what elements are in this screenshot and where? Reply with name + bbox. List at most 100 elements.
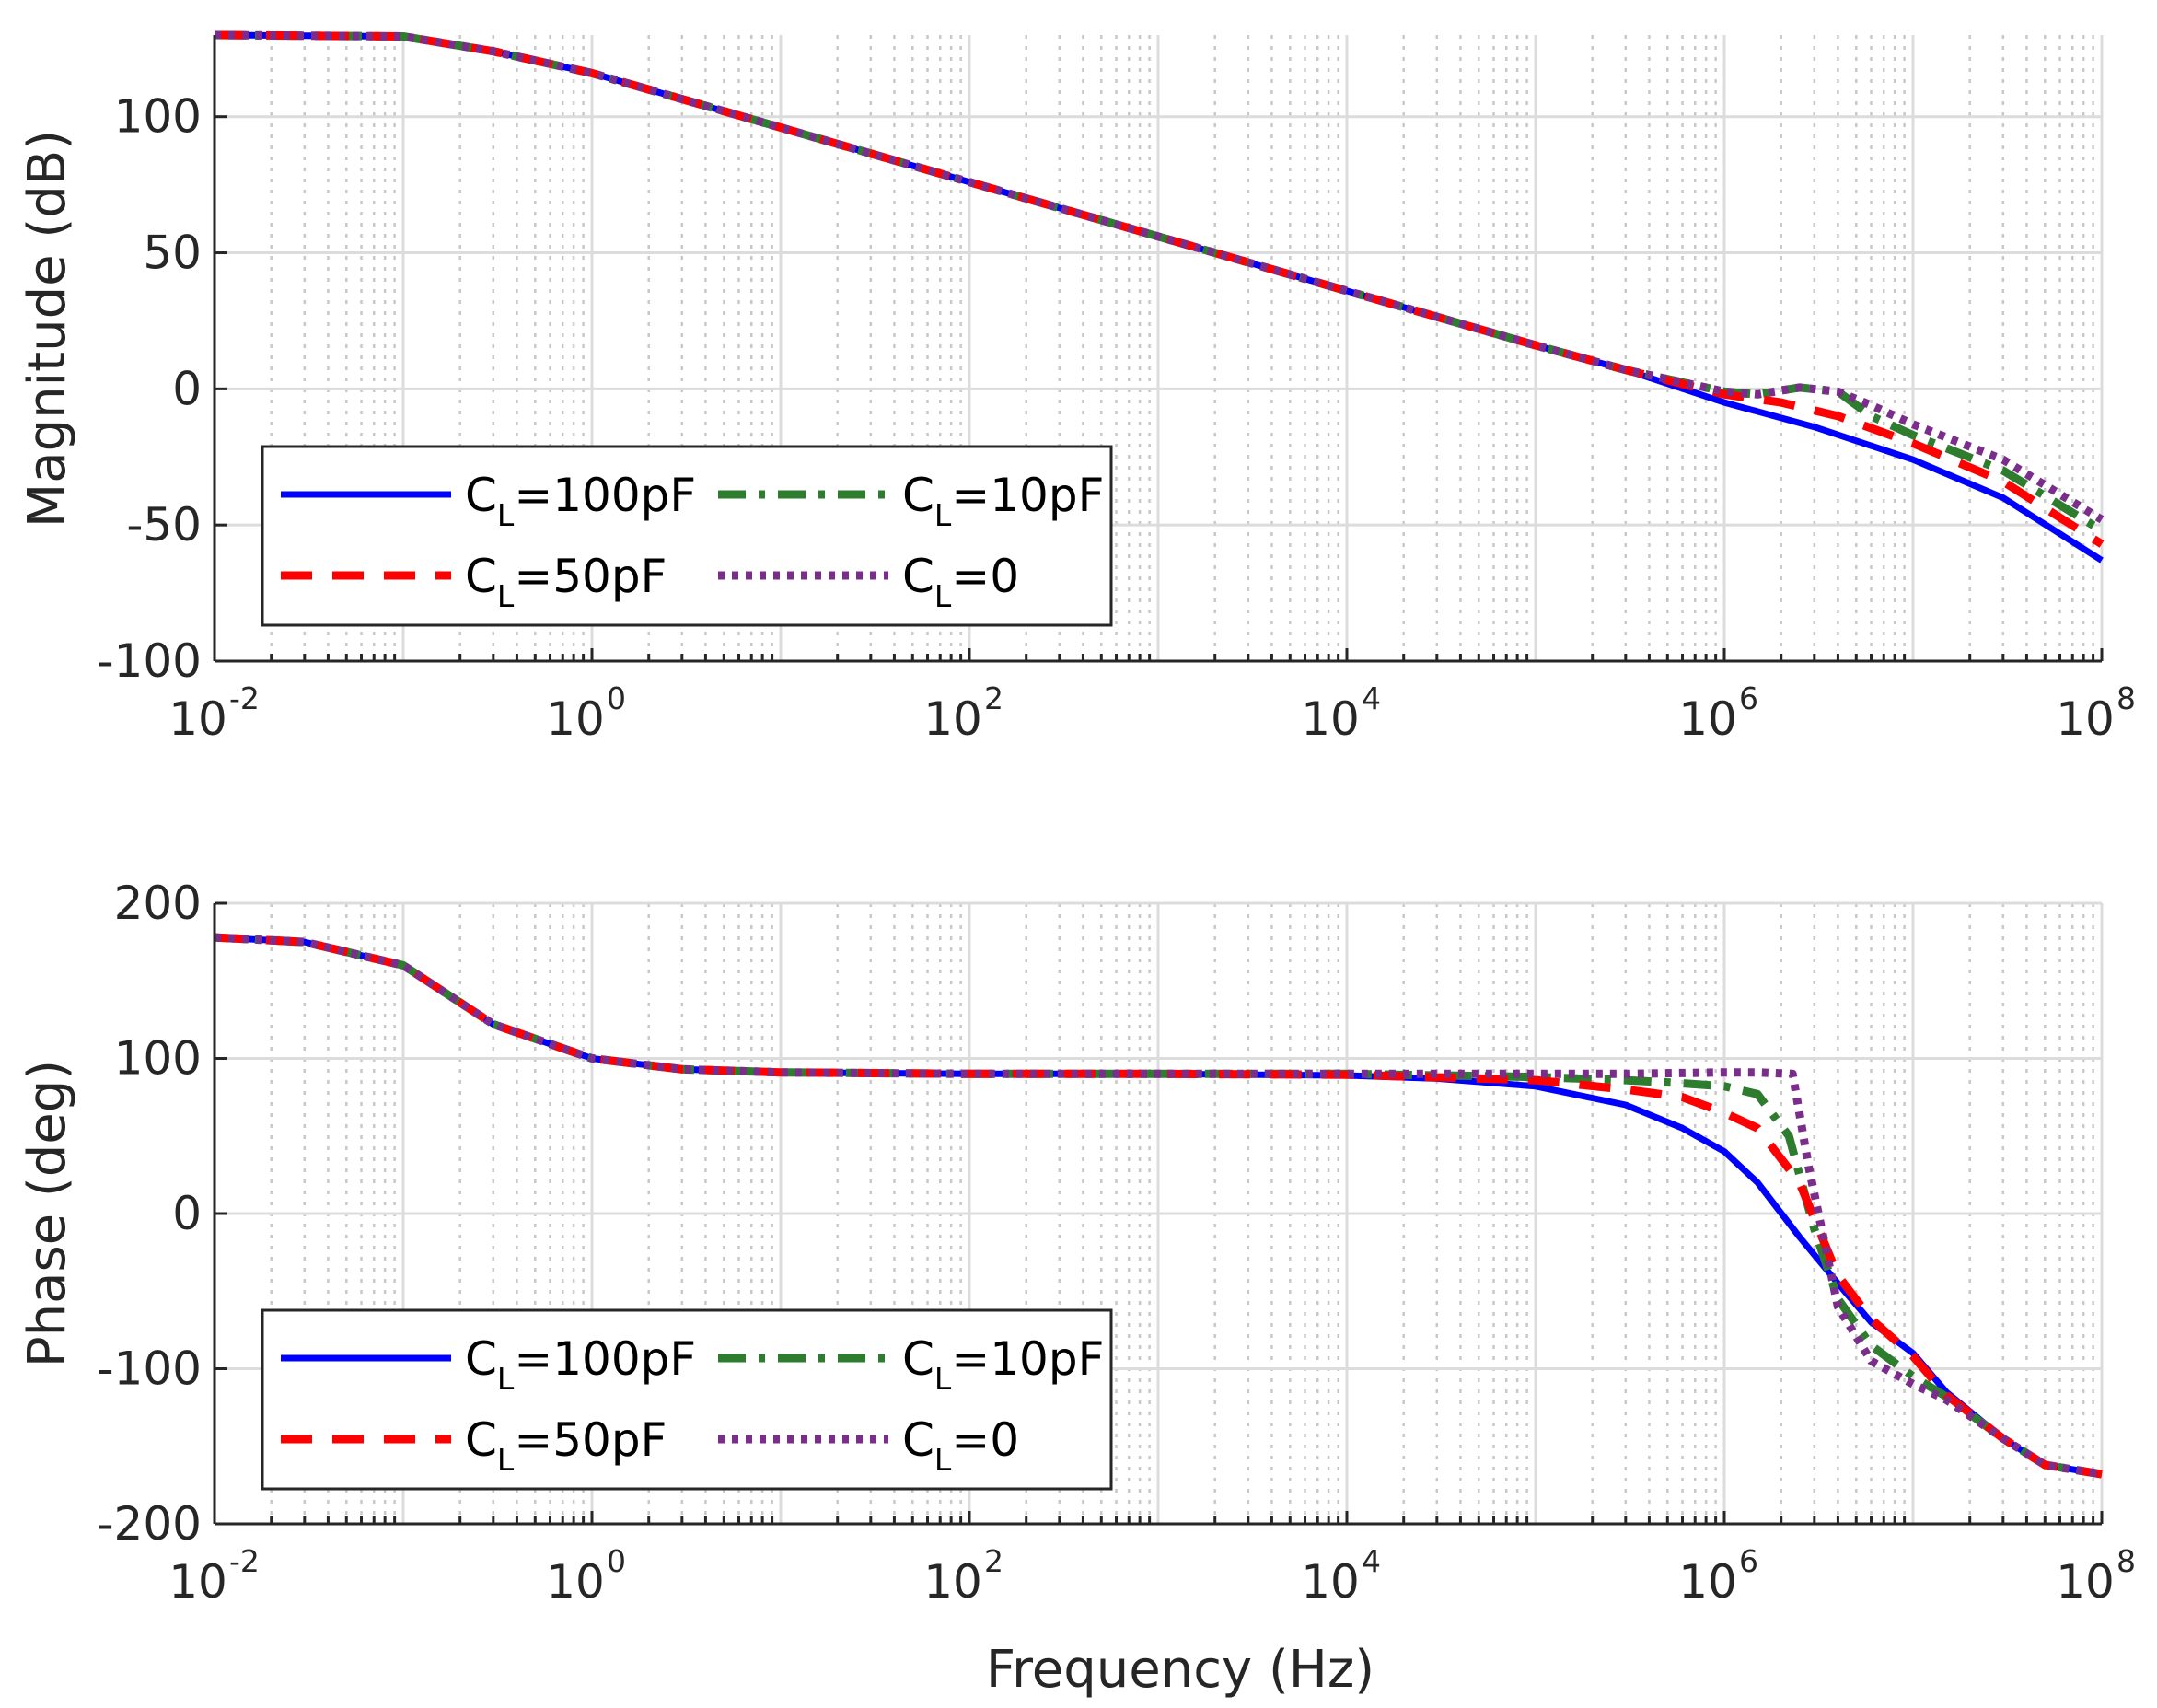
mag-x-tick-label: 10 0 [546, 680, 626, 746]
mag-x-tick-exponent: 0 [607, 680, 626, 716]
ph-y-tick-label: 200 [114, 877, 202, 930]
ph-legend-label-rest: =0 [951, 1413, 1019, 1467]
ph-x-tick-exponent: 0 [607, 1543, 626, 1579]
mag-legend-label-main: C [465, 550, 497, 603]
mag-x-tick-exponent: 8 [2116, 680, 2136, 716]
mag-legend-label-main: C [465, 469, 497, 522]
mag-x-tick-exponent: 4 [1362, 680, 1381, 716]
magnitude-series-group [214, 30, 2105, 564]
ph-legend-label-main: C [902, 1332, 934, 1386]
phase-series-group [214, 933, 2103, 1479]
magnitude-y-tick-labels: 100 50 0 -50 -100 [98, 90, 202, 688]
magnitude-y-axis-label: Magnitude (dB) [17, 130, 77, 528]
mag-legend-label-0: CL=100pF [465, 469, 696, 533]
phase-y-axis-label: Phase (deg) [17, 1060, 77, 1367]
mag-x-tick-base: 10 [546, 692, 605, 746]
ph-legend-label-3: CL=0 [902, 1413, 1019, 1478]
mag-legend-label-1: CL=10pF [902, 469, 1104, 533]
ph-legend-label-rest: =100pF [514, 1332, 696, 1386]
mag-x-tick-label: 10 8 [2056, 680, 2136, 746]
ph-legend-label-main: C [465, 1332, 497, 1386]
mag-x-tick-label: 10 -2 [168, 680, 260, 746]
ph-x-tick-exponent: 6 [1739, 1543, 1758, 1579]
mag-x-tick-exponent: -2 [229, 680, 260, 716]
ph-y-tick-label: -100 [98, 1342, 202, 1396]
mag-legend-label-rest: =50pF [514, 550, 667, 603]
ph-y-tick-label: 0 [172, 1187, 202, 1240]
phase-axes [213, 901, 2104, 1526]
ph-legend-label-main: C [902, 1413, 934, 1467]
ph-legend-label-sub: L [497, 1361, 515, 1397]
magnitude-legend-box [261, 445, 1113, 627]
ph-y-tick-label: -200 [98, 1497, 202, 1551]
ph-legend-label-rest: =50pF [514, 1413, 667, 1467]
magnitude-axes [213, 35, 2104, 663]
mag-series-line-2 [214, 30, 2105, 548]
mag-legend-label-rest: =10pF [951, 469, 1104, 522]
mag-legend-label-3: CL=0 [902, 550, 1019, 614]
ph-legend-label-sub: L [497, 1442, 515, 1478]
mag-x-tick-exponent: 2 [984, 680, 1003, 716]
ph-legend-label-sub: L [934, 1442, 952, 1478]
ph-x-tick-label: 10 6 [1678, 1543, 1758, 1609]
ph-x-tick-label: 10 -2 [168, 1543, 260, 1609]
ph-x-tick-exponent: 2 [984, 1543, 1003, 1579]
mag-y-tick-label: 100 [114, 90, 202, 144]
magnitude-x-tick-labels: 10 -2 10 0 10 2 10 4 10 6 10 8 [168, 680, 2136, 746]
ph-x-tick-base: 10 [546, 1555, 605, 1609]
ph-legend-label-0: CL=100pF [465, 1332, 696, 1397]
mag-legend-label-rest: =100pF [514, 469, 696, 522]
ph-x-tick-exponent: -2 [229, 1543, 260, 1579]
mag-x-tick-base: 10 [923, 692, 982, 746]
mag-legend-label-sub: L [934, 578, 952, 614]
ph-legend-label-rest: =10pF [951, 1332, 1104, 1386]
mag-y-tick-label: -50 [126, 498, 202, 552]
mag-x-tick-base: 10 [1678, 692, 1737, 746]
ph-legend-label-sub: L [934, 1361, 952, 1397]
mag-legend-label-main: C [902, 550, 934, 603]
mag-legend-label-sub: L [497, 578, 515, 614]
mag-x-tick-label: 10 2 [923, 680, 1003, 746]
mag-x-tick-base: 10 [2056, 692, 2115, 746]
ph-x-tick-base: 10 [168, 1555, 227, 1609]
mag-legend-label-2: CL=50pF [465, 550, 667, 614]
mag-y-tick-label: -100 [98, 634, 202, 688]
ph-x-tick-label: 10 0 [546, 1543, 626, 1609]
ph-series-line-3 [214, 933, 2103, 1479]
phase-x-tick-labels: 10 -2 10 0 10 2 10 4 10 6 10 8 [168, 1543, 2136, 1609]
mag-x-tick-label: 10 4 [1301, 680, 1381, 746]
x-axis-label: Frequency (Hz) [986, 1640, 1374, 1700]
phase-legend-box [261, 1308, 1113, 1491]
mag-series-line-3 [214, 30, 2105, 524]
ph-series-line-2 [214, 933, 2103, 1479]
ph-x-tick-exponent: 4 [1362, 1543, 1381, 1579]
ph-legend-label-1: CL=10pF [902, 1332, 1104, 1397]
ph-x-tick-label: 10 2 [923, 1543, 1003, 1609]
ph-y-tick-label: 100 [114, 1032, 202, 1086]
ph-legend-label-2: CL=50pF [465, 1413, 667, 1478]
mag-legend-label-sub: L [934, 497, 952, 533]
ph-x-tick-exponent: 8 [2116, 1543, 2136, 1579]
mag-legend-label-rest: =0 [951, 550, 1019, 603]
mag-legend-label-main: C [902, 469, 934, 522]
ph-x-tick-label: 10 4 [1301, 1543, 1381, 1609]
mag-x-tick-exponent: 6 [1739, 680, 1758, 716]
mag-y-tick-label: 50 [143, 227, 202, 280]
ph-x-tick-base: 10 [1678, 1555, 1737, 1609]
ph-x-tick-base: 10 [1301, 1555, 1360, 1609]
ph-x-tick-label: 10 8 [2056, 1543, 2136, 1609]
mag-x-tick-base: 10 [168, 692, 227, 746]
ph-x-tick-base: 10 [923, 1555, 982, 1609]
ph-x-tick-base: 10 [2056, 1555, 2115, 1609]
phase-y-tick-labels: 200 100 0 -100 -200 [98, 877, 202, 1551]
ph-legend-label-main: C [465, 1413, 497, 1467]
mag-x-tick-base: 10 [1301, 692, 1360, 746]
mag-x-tick-label: 10 6 [1678, 680, 1758, 746]
